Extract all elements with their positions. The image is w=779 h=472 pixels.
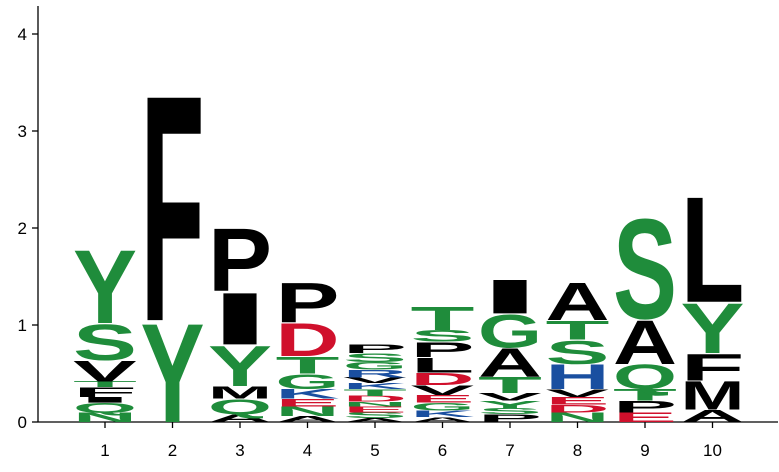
logo-letter-d-pos5: D <box>343 394 407 403</box>
logo-letter-d-pos6: D <box>411 369 475 389</box>
logo-letter-g-pos7: G <box>478 305 542 358</box>
logo-letter-h-pos8: H <box>546 358 610 397</box>
x-tick-label: 6 <box>438 441 447 460</box>
logo-letter-i-pos3: I <box>208 278 272 361</box>
logo-letter-p-pos9: P <box>613 398 677 416</box>
y-tick-label: 2 <box>18 219 27 238</box>
logo-letter-g-pos4: G <box>276 370 340 394</box>
logo-letter-a-pos5: A <box>343 417 407 423</box>
axes <box>37 6 778 423</box>
logo-letter-n-pos1: N <box>73 410 137 425</box>
logo-letter-s-pos8: S <box>546 334 610 371</box>
logo-letter-d-pos4: D <box>276 314 340 366</box>
x-tick-label: 7 <box>505 441 514 460</box>
logo-letter-v-pos6: V <box>411 383 475 398</box>
logo-letter-k-pos5: K <box>343 382 407 391</box>
logo-letter-y-pos1: Y <box>73 229 137 346</box>
x-tick-label: 1 <box>100 441 109 460</box>
x-tick-label: 8 <box>573 441 582 460</box>
logo-letter-q-pos9: Q <box>613 358 677 397</box>
logo-letter-m-pos3: M <box>208 383 272 402</box>
logo-letter-p-pos4: P <box>276 271 340 334</box>
logo-letter-y-pos3: Y <box>208 333 272 398</box>
logo-letter-t-pos6: T <box>411 300 475 337</box>
logo-letter-v-pos7: V <box>478 391 542 403</box>
x-tick-label: 9 <box>640 441 649 460</box>
logo-letter-t-pos8: T <box>546 316 610 346</box>
logo-letter-f-pos10: F <box>681 346 745 388</box>
logo-letter-a-pos6: A <box>411 416 475 424</box>
logo-letter-s-pos5: S <box>343 351 407 364</box>
logo-letter-t-pos5: T <box>343 387 407 398</box>
logo-letter-p-pos7: P <box>478 412 542 424</box>
logo-letter-q-pos3: Q <box>208 395 272 419</box>
logo-letter-e-pos6: E <box>411 393 475 405</box>
logo-letter-m-pos10: M <box>681 373 745 418</box>
logo-letter-e-pos8: E <box>546 395 610 407</box>
logo-letter-p-pos5: P <box>343 342 407 355</box>
logo-letter-a-pos4: A <box>276 415 340 424</box>
logo-letter-s-pos6: S <box>411 327 475 345</box>
x-tick-label: 5 <box>370 441 379 460</box>
logo-letter-l-pos6: L <box>411 353 475 377</box>
logo-letter-d-pos8: D <box>546 403 610 415</box>
x-ticks: 1 2 3 4 5 6 7 8 9 10 <box>100 422 722 460</box>
logo-letter-e-pos5: E <box>343 405 407 414</box>
logo-letter-f-pos2: F <box>141 27 205 389</box>
logo-letter-i-pos1: I <box>73 395 137 404</box>
y-tick-label: 4 <box>18 25 27 44</box>
logo-letter-t-pos1: T <box>73 380 137 389</box>
logo-letter-t-pos4: T <box>276 352 340 379</box>
logo-letter-t-pos7: T <box>478 372 542 398</box>
logo-letter-y-pos2: Y <box>141 294 205 452</box>
x-tick-label: 2 <box>168 441 177 460</box>
logo-letter-s-pos1: S <box>73 314 137 371</box>
logo-letter-i-pos7: I <box>478 270 542 324</box>
logo-letter-a-pos7: A <box>478 340 542 385</box>
logo-letter-y-pos7: Y <box>478 399 542 411</box>
logo-letter-g-pos5: G <box>343 360 407 372</box>
logo-letter-n-pos8: N <box>546 410 610 425</box>
logo-letter-s-pos5: S <box>343 411 407 420</box>
logo-letter-q-pos1: Q <box>73 400 137 415</box>
logo-letter-p-pos3: P <box>208 210 272 311</box>
logo-letter-a-pos9: A <box>613 307 677 378</box>
logo-letter-y-pos10: Y <box>681 288 745 368</box>
logo-letters: NQIFTVSYYFAQMYIPANEKGTDPASENDTKVRGSPAKGE… <box>73 27 744 453</box>
logo-letter-e-pos4: E <box>276 397 340 409</box>
logo-letter-v-pos1: V <box>73 354 137 387</box>
logo-letter-n-pos5: N <box>343 400 407 408</box>
logo-letter-e-pos9: E <box>613 410 677 425</box>
logo-letter-k-pos6: K <box>411 409 475 419</box>
logo-letter-k-pos4: K <box>276 387 340 402</box>
logo-letter-g-pos6: G <box>411 401 475 413</box>
logo-letter-a-pos8: A <box>546 272 610 332</box>
logo-letter-s-pos7: S <box>478 407 542 416</box>
logo-letter-p-pos6: P <box>411 337 475 361</box>
x-tick-label: 10 <box>703 441 722 460</box>
logo-letter-a-pos10: A <box>681 406 745 426</box>
logo-letter-v-pos5: V <box>343 376 407 385</box>
logo-letter-t-pos9: T <box>613 386 677 404</box>
x-tick-label: 3 <box>235 441 244 460</box>
y-tick-label: 3 <box>18 122 27 141</box>
logo-letter-v-pos8: V <box>546 387 610 399</box>
logo-letter-s-pos9: S <box>613 189 677 349</box>
y-tick-label: 0 <box>18 413 27 432</box>
logo-letter-n-pos4: N <box>276 404 340 419</box>
y-tick-label: 1 <box>18 316 27 335</box>
logo-letter-l-pos10: L <box>681 165 745 335</box>
logo-letter-f-pos1: F <box>73 385 137 400</box>
y-ticks: 0 1 2 3 4 <box>18 25 38 432</box>
logo-letter-a-pos3: A <box>208 412 272 424</box>
x-tick-label: 4 <box>303 441 312 460</box>
logo-letter-r-pos5: R <box>343 368 407 380</box>
